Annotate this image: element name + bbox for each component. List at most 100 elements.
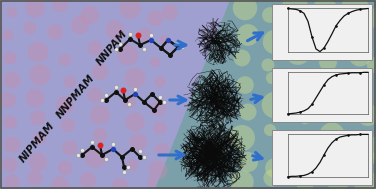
Bar <box>272 130 372 185</box>
Circle shape <box>129 133 147 151</box>
Circle shape <box>237 24 259 46</box>
Circle shape <box>230 170 254 189</box>
Circle shape <box>58 160 73 175</box>
Circle shape <box>153 121 167 135</box>
Circle shape <box>3 71 21 89</box>
Circle shape <box>87 40 103 56</box>
Bar <box>272 68 372 122</box>
Circle shape <box>47 24 63 40</box>
FancyArrowPatch shape <box>159 151 184 159</box>
Polygon shape <box>155 0 376 189</box>
Circle shape <box>285 39 311 65</box>
Circle shape <box>341 0 369 22</box>
Circle shape <box>262 59 274 71</box>
Circle shape <box>93 128 107 142</box>
Text: NNPMAM: NNPMAM <box>55 73 97 120</box>
Circle shape <box>124 96 136 108</box>
Circle shape <box>25 0 45 18</box>
Circle shape <box>238 152 258 172</box>
Circle shape <box>3 51 17 65</box>
Circle shape <box>2 157 18 173</box>
Circle shape <box>240 103 256 121</box>
Circle shape <box>71 16 89 34</box>
Circle shape <box>320 122 344 147</box>
Circle shape <box>357 104 376 126</box>
Circle shape <box>119 0 141 19</box>
Circle shape <box>147 10 163 26</box>
Circle shape <box>56 96 74 114</box>
Circle shape <box>90 105 110 125</box>
Circle shape <box>150 57 160 67</box>
Circle shape <box>6 7 17 17</box>
Circle shape <box>264 169 280 187</box>
Circle shape <box>264 124 276 136</box>
Circle shape <box>291 141 318 169</box>
Circle shape <box>117 44 139 66</box>
Circle shape <box>138 28 152 42</box>
FancyArrowPatch shape <box>170 96 186 104</box>
Circle shape <box>263 30 287 54</box>
Circle shape <box>355 172 376 189</box>
Circle shape <box>364 137 376 159</box>
Circle shape <box>367 57 376 73</box>
Circle shape <box>297 177 313 189</box>
Circle shape <box>288 130 312 154</box>
Circle shape <box>319 53 337 71</box>
Circle shape <box>236 76 254 94</box>
Circle shape <box>311 0 339 26</box>
Circle shape <box>326 168 350 189</box>
Circle shape <box>293 81 311 99</box>
Circle shape <box>112 177 127 189</box>
Circle shape <box>233 50 250 66</box>
FancyArrowPatch shape <box>253 153 262 160</box>
Circle shape <box>3 137 20 153</box>
FancyArrowPatch shape <box>175 41 186 49</box>
Circle shape <box>3 29 14 40</box>
Circle shape <box>321 68 349 96</box>
Circle shape <box>155 143 169 157</box>
Circle shape <box>294 17 316 39</box>
Circle shape <box>299 112 311 124</box>
FancyArrowPatch shape <box>251 95 262 103</box>
Circle shape <box>360 150 376 166</box>
Circle shape <box>125 112 145 132</box>
Circle shape <box>29 153 47 171</box>
FancyArrowPatch shape <box>247 33 262 41</box>
Circle shape <box>126 159 138 171</box>
Circle shape <box>61 118 75 132</box>
Circle shape <box>33 131 47 145</box>
Circle shape <box>3 115 17 129</box>
Circle shape <box>332 101 344 115</box>
Circle shape <box>262 7 278 23</box>
Circle shape <box>23 21 36 35</box>
Circle shape <box>85 148 105 168</box>
Circle shape <box>262 92 288 118</box>
Circle shape <box>0 92 16 108</box>
Circle shape <box>81 6 99 24</box>
Circle shape <box>147 177 157 187</box>
Circle shape <box>52 0 68 13</box>
Circle shape <box>357 80 373 96</box>
Circle shape <box>355 133 368 147</box>
Circle shape <box>282 0 308 18</box>
Circle shape <box>265 158 285 178</box>
Circle shape <box>365 8 376 28</box>
Circle shape <box>27 170 42 186</box>
Circle shape <box>150 100 166 116</box>
Circle shape <box>51 176 69 189</box>
Circle shape <box>124 67 146 88</box>
Circle shape <box>162 4 178 20</box>
Circle shape <box>59 54 71 66</box>
Circle shape <box>349 43 371 67</box>
Bar <box>272 4 372 60</box>
Circle shape <box>30 110 46 126</box>
Circle shape <box>87 87 103 103</box>
Text: NIPMAM: NIPMAM <box>18 120 57 164</box>
Circle shape <box>5 174 20 189</box>
Circle shape <box>80 172 96 188</box>
Circle shape <box>92 64 108 80</box>
Circle shape <box>62 140 78 156</box>
Circle shape <box>266 72 278 84</box>
Circle shape <box>149 160 167 179</box>
Text: NNPAM: NNPAM <box>95 28 130 67</box>
